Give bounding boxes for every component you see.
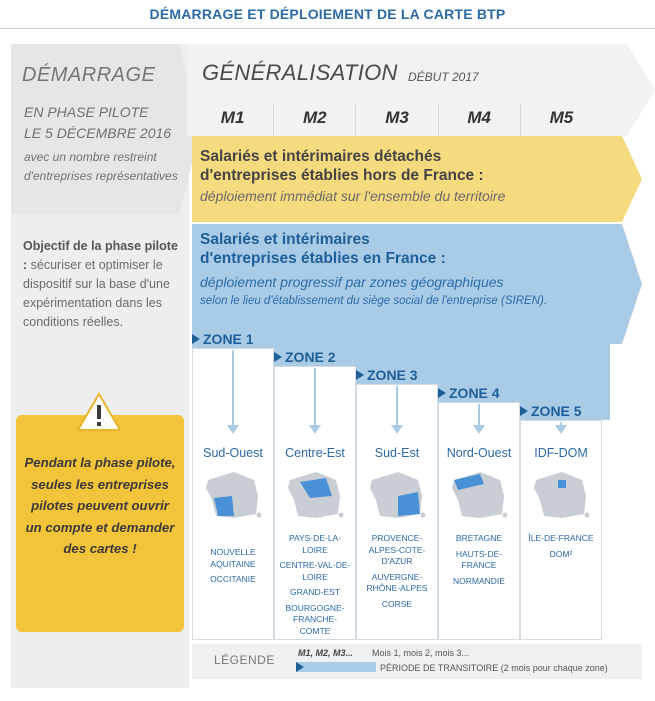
legend-box — [192, 644, 642, 679]
france-band — [192, 224, 642, 344]
zone-region-list-item: BOURGOGNE-FRANCHE-COMTE — [285, 602, 345, 636]
zone-down-arrow-icon — [391, 386, 403, 434]
generalisation-date: DÉBUT 2017 — [408, 70, 479, 84]
objectif-text: Objectif de la phase pilote : sécuriser … — [23, 237, 183, 332]
france-map-icon — [206, 472, 262, 518]
zone-region-list: PAYS-DE-LA-LOIRE CENTRE-VAL-DE-LOIRE GRAND… — [278, 533, 352, 641]
legend-title: LÉGENDE — [214, 653, 275, 667]
legend-period-bar — [296, 662, 376, 672]
month-label: M3 — [356, 104, 439, 136]
zone-region-list-item: AUVERGNE-RHÔNE-ALPES — [366, 571, 428, 594]
zone-region-name: Sud-Est — [374, 446, 420, 460]
zone-region-list-item: PROVENCE-ALPES-COTE-D'AZUR — [368, 533, 426, 566]
zone-down-arrow-icon — [555, 422, 567, 434]
generalisation-title: GÉNÉRALISATION — [202, 60, 398, 85]
warning-box — [16, 415, 184, 632]
zone-region-list-item: GRAND-EST — [289, 587, 341, 597]
zone-region-name: IDF-DOM — [534, 446, 588, 460]
zone-period-strip — [192, 330, 610, 348]
france-detail-siren: selon le lieu d'établissement du siège s… — [200, 295, 548, 307]
zone-start-arrow-icon — [356, 370, 364, 380]
zone-label: ZONE 1 — [203, 331, 254, 347]
zone-label: ZONE 2 — [285, 349, 336, 365]
zone-region-list: NOUVELLE AQUITAINE OCCITANIE — [196, 547, 270, 590]
zone-label: ZONE 5 — [531, 403, 582, 419]
legend-months-desc: Mois 1, mois 2, mois 3... — [372, 648, 470, 658]
france-map-icon — [452, 472, 508, 518]
detaches-heading: Salariés et intérimaires détachés d'entr… — [200, 147, 484, 185]
page-title: DÉMARRAGE ET DÉPLOIEMENT DE LA CARTE BTP — [149, 6, 506, 22]
demarrage-phase-line1: EN PHASE PILOTE — [24, 104, 149, 120]
zone-region-list-item: OCCITANIE — [210, 574, 256, 584]
zone-start-arrow-icon — [438, 388, 446, 398]
zone-region-list-item: BRETAGNE — [455, 533, 503, 543]
legend-start-arrow-icon — [296, 662, 304, 672]
zone-region-list: BRETAGNE HAUTS-DE-FRANCE NORMANDIE — [442, 533, 516, 591]
demarrage-phase: EN PHASE PILOTE LE 5 DÉCEMBRE 2016 — [24, 102, 171, 144]
zone-label: ZONE 4 — [449, 385, 500, 401]
france-heading-line1: Salariés et intérimaires — [200, 231, 370, 248]
zone-region-list-item: CENTRE-VAL-DE-LOIRE — [279, 560, 351, 582]
zone-column — [438, 402, 520, 640]
demarrage-title: DÉMARRAGE — [22, 64, 156, 86]
objectif-label: Objectif de la phase pilote : — [23, 239, 178, 272]
zone-label: ZONE 3 — [367, 367, 418, 383]
zone-region-list-item: DOM² — [549, 548, 573, 559]
zone-region-list-item: CORSE — [381, 598, 413, 609]
zone-start-arrow-icon — [520, 406, 528, 416]
zone-column — [520, 420, 602, 640]
zone-start-arrow-icon — [274, 352, 282, 362]
zone-period-strip — [274, 348, 610, 366]
zone-region-list-item: HAUTS-DE-FRANCE — [455, 548, 503, 571]
zone-period-strip — [438, 384, 610, 402]
legend-months-label: M1, M2, M3... — [298, 648, 354, 658]
month-label: M2 — [274, 104, 357, 136]
generalisation-arrow-shape — [187, 44, 655, 136]
objectif-description: sécuriser et optimiser le dispositif sur… — [23, 258, 170, 329]
zone-down-arrow-icon — [227, 350, 239, 434]
zone-region-list: ÎLE-DE-FRANCE DOM² — [524, 533, 598, 564]
demarrage-arrow-shape — [11, 44, 201, 214]
zone-region-name: Sud-Ouest — [203, 446, 263, 460]
zone-down-arrow-icon — [473, 404, 485, 434]
france-map-icon — [370, 472, 426, 518]
month-row: M1 M2 M3 M4 M5 — [192, 104, 602, 136]
zone-start-arrow-icon — [192, 334, 200, 344]
france-heading: Salariés et intérimaires d'entreprises é… — [200, 230, 446, 268]
zone-period-strip — [520, 402, 610, 420]
zone-down-arrow-icon — [309, 368, 321, 434]
zone-region-name: Nord-Ouest — [446, 446, 512, 460]
zone-region-list-item: PAYS-DE-LA-LOIRE — [288, 533, 342, 555]
zone-region-name: Centre-Est — [285, 446, 345, 460]
zone-region-list-item: NORMANDIE — [453, 575, 505, 586]
detaches-band — [192, 136, 642, 222]
month-label: M1 — [192, 104, 275, 136]
title-divider — [0, 28, 655, 29]
france-detail: déploiement progressif par zones géograp… — [200, 274, 504, 290]
warning-text: Pendant la phase pilote, seules les entr… — [24, 455, 176, 556]
warning-triangle-icon — [76, 392, 122, 431]
france-map-icon — [534, 472, 590, 518]
zone-region-list-item: ÎLE-DE-FRANCE — [528, 533, 594, 543]
zone-region-list-item: NOUVELLE AQUITAINE — [210, 547, 256, 569]
zone-period-strip — [356, 366, 610, 384]
zone-region-list: PROVENCE-ALPES-COTE-D'AZUR AUVERGNE-RHÔNE… — [360, 533, 434, 614]
detaches-heading-line1: Salariés et intérimaires détachés — [200, 148, 442, 165]
france-heading-line2: d'entreprises établies en France : — [200, 250, 446, 267]
month-label: M5 — [549, 108, 574, 127]
detaches-detail: déploiement immédiat sur l'ensemble du t… — [200, 188, 506, 204]
demarrage-phase-line2: LE 5 DÉCEMBRE 2016 — [24, 125, 172, 141]
france-map-icon — [288, 472, 344, 518]
demarrage-note: avec un nombre restreint d'entreprises r… — [24, 150, 178, 183]
legend-period-desc: PÉRIODE DE TRANSITOIRE (2 mois pour chaq… — [380, 663, 608, 673]
month-label: M4 — [439, 104, 521, 136]
detaches-heading-line2: d'entreprises établies hors de France : — [200, 167, 484, 184]
